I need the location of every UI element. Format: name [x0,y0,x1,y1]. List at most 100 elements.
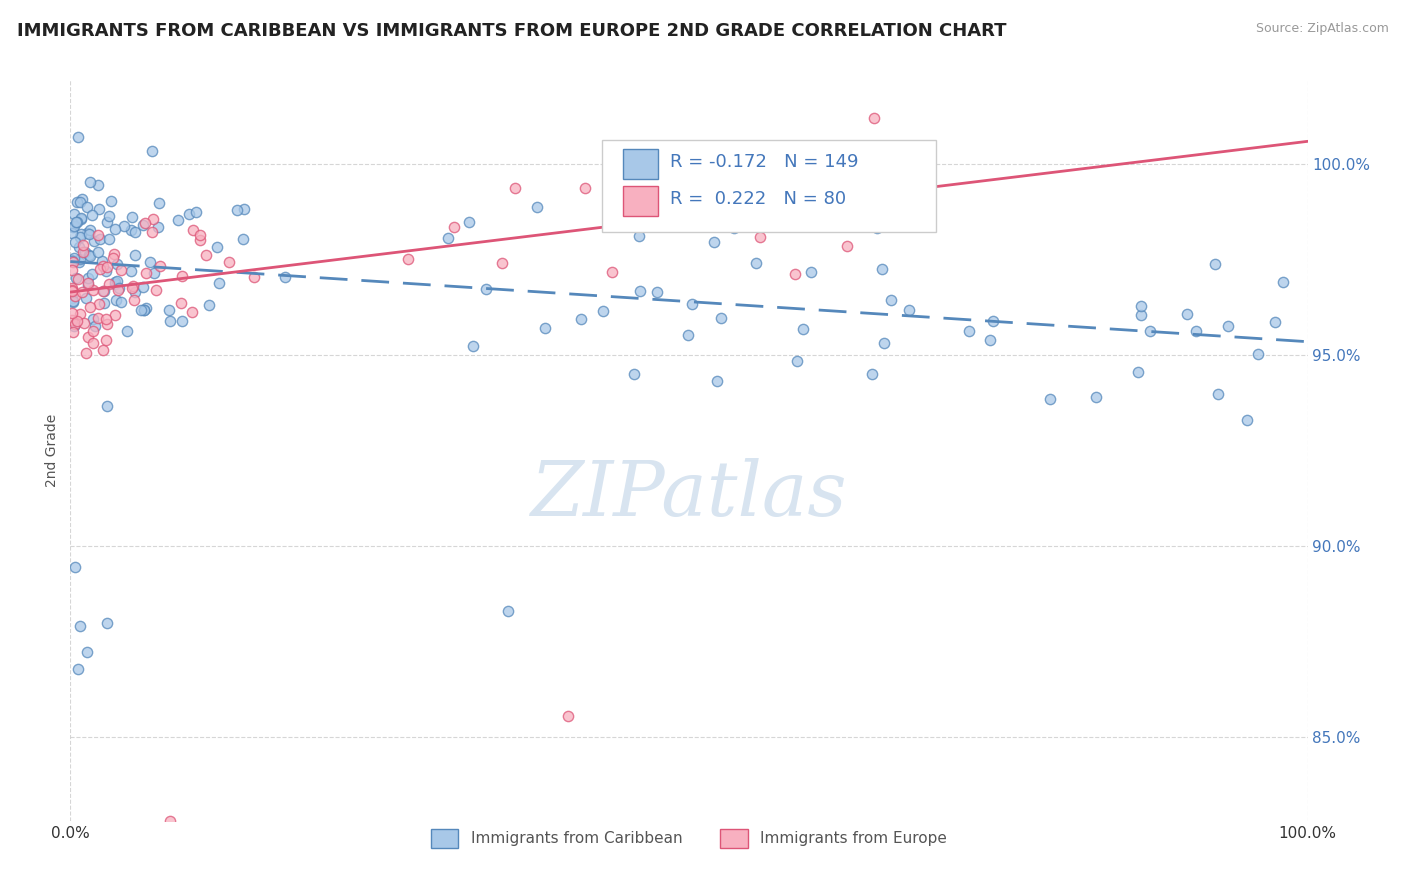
Point [63,235,86,250]
Point [1236,412,1258,426]
Point [218,254,240,268]
Point [124,225,146,239]
Point [232,232,254,246]
Point [94,264,117,278]
Point [76,346,98,360]
Point [146,219,169,234]
Point [557,708,579,723]
Point [1129,299,1152,313]
Point [880,293,903,307]
Point [198,298,221,312]
Point [66,314,89,328]
Point [94,312,117,326]
Point [65,560,87,574]
Point [703,235,725,250]
Point [837,239,859,253]
Point [63,289,86,303]
Point [863,112,886,126]
Point [62,255,84,269]
Point [120,223,142,237]
Legend: Immigrants from Caribbean, Immigrants from Europe: Immigrants from Caribbean, Immigrants fr… [425,822,953,854]
Point [70,212,93,227]
Point [188,233,211,247]
Text: IMMIGRANTS FROM CARIBBEAN VS IMMIGRANTS FROM EUROPE 2ND GRADE CORRELATION CHART: IMMIGRANTS FROM CARIBBEAN VS IMMIGRANTS … [17,22,1007,40]
Point [69,229,91,244]
Point [96,333,118,347]
Point [104,293,127,307]
Point [135,266,157,280]
Point [180,304,202,318]
Point [1126,365,1149,379]
Point [800,264,823,278]
Point [83,234,105,248]
Point [104,222,127,236]
Point [110,263,132,277]
Point [783,267,806,281]
Point [1185,324,1208,338]
Point [149,259,172,273]
Point [79,249,101,263]
Point [67,255,90,269]
Point [170,295,193,310]
Point [60,263,83,277]
Point [76,645,98,659]
Point [676,328,699,343]
Point [475,282,498,296]
Point [148,195,170,210]
Point [142,266,165,280]
Point [62,219,84,234]
Point [396,252,419,266]
Point [139,255,162,269]
Point [1264,315,1286,329]
Point [79,175,101,189]
Point [186,204,208,219]
FancyBboxPatch shape [602,139,936,232]
Bar [623,149,658,178]
Point [226,202,249,217]
Point [188,227,211,242]
Point [98,209,121,223]
Point [79,300,101,314]
Point [100,194,122,208]
Point [457,214,479,228]
Point [69,194,91,209]
Point [873,336,896,351]
Point [496,604,519,618]
Point [79,223,101,237]
Point [786,354,808,368]
Point [76,277,98,291]
Point [96,615,118,630]
Point [195,248,218,262]
Point [62,313,84,327]
Point [628,284,651,298]
Point [789,190,811,204]
Point [207,240,229,254]
Point [170,269,193,284]
Point [69,618,91,632]
Point [862,153,884,168]
Point [77,248,100,262]
Point [274,270,297,285]
Point [647,285,669,299]
Point [1247,347,1270,361]
Point [67,239,90,253]
Point [870,261,893,276]
Point [132,303,155,318]
Point [60,284,83,298]
Point [82,267,104,281]
Point [82,283,104,297]
Point [73,316,96,330]
Point [82,325,104,339]
Point [157,303,180,318]
Point [60,252,83,267]
Point [63,319,86,334]
Point [82,312,104,326]
Point [107,281,129,295]
Point [87,178,110,193]
Point [63,317,86,331]
Point [681,296,703,310]
Text: R =  0.222   N = 80: R = 0.222 N = 80 [671,191,846,209]
Point [860,368,883,382]
Point [63,219,86,234]
Point [82,208,104,222]
